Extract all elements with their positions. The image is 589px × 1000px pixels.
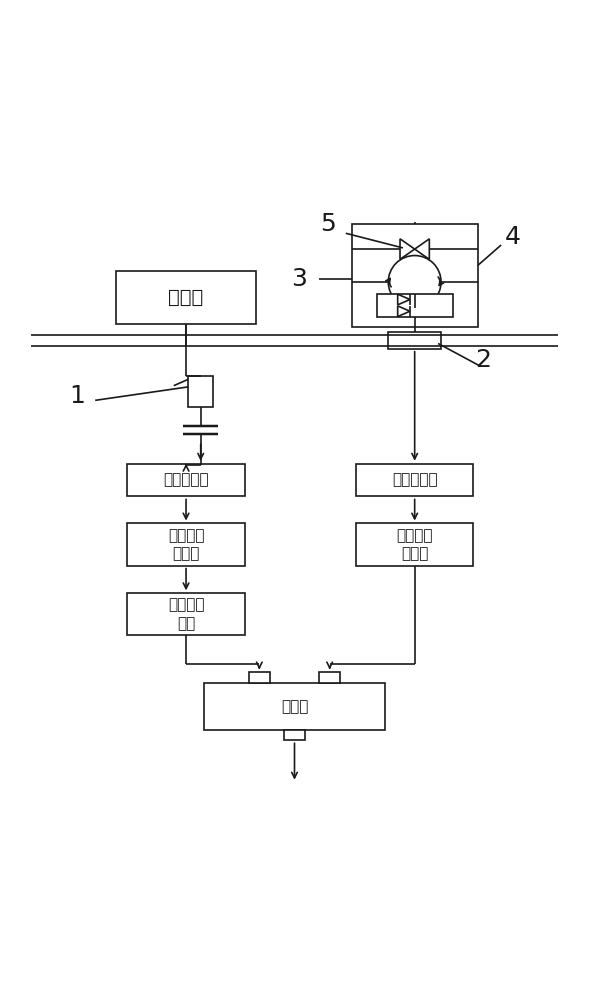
Text: 灯弧室: 灯弧室 — [168, 288, 204, 307]
Text: 第一电压: 第一电压 — [168, 528, 204, 543]
Bar — [249, 672, 270, 683]
Text: 第二电压: 第二电压 — [396, 528, 433, 543]
Bar — [127, 523, 244, 566]
Text: 5: 5 — [320, 212, 336, 236]
Bar — [356, 464, 474, 496]
Text: 第一示波器: 第一示波器 — [163, 473, 209, 488]
Bar — [127, 464, 244, 496]
Bar — [319, 672, 340, 683]
Bar — [376, 294, 453, 317]
Text: 加法器: 加法器 — [281, 699, 308, 714]
Text: 微分电路: 微分电路 — [168, 597, 204, 612]
Text: 第二示波器: 第二示波器 — [392, 473, 438, 488]
Text: 4: 4 — [505, 225, 521, 249]
Bar — [352, 224, 478, 327]
Bar — [356, 523, 474, 566]
Bar — [204, 683, 385, 730]
Text: 3: 3 — [291, 267, 307, 291]
Text: 跟随器: 跟随器 — [173, 546, 200, 561]
Text: 单元: 单元 — [177, 616, 195, 631]
Text: 跟随器: 跟随器 — [401, 546, 428, 561]
Bar — [188, 376, 213, 407]
Bar — [115, 271, 256, 324]
Bar — [284, 730, 305, 740]
Bar — [388, 332, 441, 349]
Text: 2: 2 — [475, 348, 492, 372]
Text: 1: 1 — [70, 384, 85, 408]
Bar — [127, 593, 244, 635]
